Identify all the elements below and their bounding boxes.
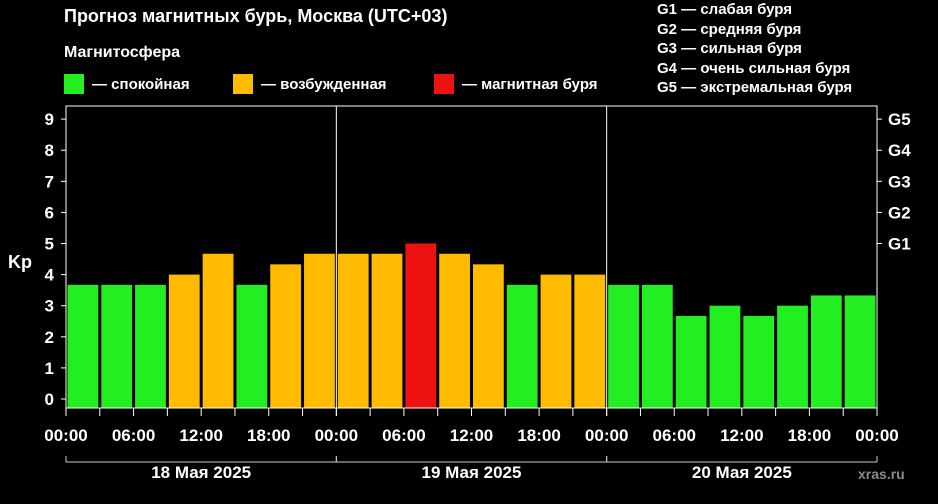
g-tick-label-4: G5 bbox=[888, 110, 911, 129]
x-tick-label-4: 00:00 bbox=[315, 426, 358, 445]
bar-22 bbox=[810, 295, 842, 408]
legend-swatch-quiet bbox=[64, 74, 84, 94]
x-tick-label-10: 12:00 bbox=[720, 426, 763, 445]
bar-23 bbox=[844, 295, 876, 408]
chart-title: Прогноз магнитных бурь, Москва (UTC+03) bbox=[64, 6, 448, 26]
bar-15 bbox=[574, 274, 606, 408]
bar-21 bbox=[777, 305, 808, 408]
x-tick-label-2: 12:00 bbox=[179, 426, 222, 445]
storm-scale-g1: G1 — слабая буря bbox=[657, 1, 793, 18]
legend-label-quiet: — спокойная bbox=[92, 75, 190, 93]
g-tick-label-0: G1 bbox=[888, 235, 911, 254]
x-tick-label-12: 00:00 bbox=[855, 426, 898, 445]
x-tick-label-5: 06:00 bbox=[382, 426, 425, 445]
day-label-2: 20 Мая 2025 bbox=[692, 463, 792, 482]
x-tick-label-8: 00:00 bbox=[585, 426, 628, 445]
bar-1 bbox=[101, 284, 133, 408]
g-tick-label-1: G2 bbox=[888, 203, 911, 222]
bar-6 bbox=[270, 264, 302, 408]
legend-swatch-storm bbox=[434, 74, 454, 94]
bar-12 bbox=[473, 264, 504, 408]
x-tick-label-7: 18:00 bbox=[517, 426, 560, 445]
bar-0 bbox=[67, 284, 99, 408]
x-tick-label-1: 06:00 bbox=[112, 426, 155, 445]
g-tick-label-2: G3 bbox=[888, 172, 911, 191]
y-tick-label-7: 7 bbox=[45, 172, 54, 191]
watermark: xras.ru bbox=[858, 466, 905, 482]
bar-5 bbox=[236, 284, 268, 408]
storm-scale-g4: G4 — очень сильная буря bbox=[657, 59, 851, 77]
storm-scale-g3: G3 — сильная буря bbox=[657, 40, 802, 57]
storm-scale-legend: G1 — слабая буря G2 — средняя буря G3 — … bbox=[657, 0, 852, 98]
legend-swatch-active bbox=[233, 74, 253, 94]
legend-label-active: — возбужденная bbox=[261, 75, 387, 93]
bar-20 bbox=[743, 315, 775, 408]
y-tick-label-5: 5 bbox=[45, 235, 54, 254]
storm-scale-g5: G5 — экстремальная буря bbox=[657, 79, 853, 96]
y-tick-label-8: 8 bbox=[45, 141, 54, 160]
day-label-1: 19 Мая 2025 bbox=[422, 463, 522, 482]
bar-17 bbox=[641, 284, 673, 408]
bar-14 bbox=[540, 274, 572, 408]
legend-item-quiet: — спокойная bbox=[64, 72, 190, 96]
y-tick-label-0: 0 bbox=[45, 390, 54, 409]
g-tick-label-3: G4 bbox=[888, 141, 911, 160]
bar-8 bbox=[337, 253, 369, 408]
y-tick-label-2: 2 bbox=[45, 328, 54, 347]
bar-13 bbox=[506, 284, 538, 408]
x-tick-label-3: 18:00 bbox=[247, 426, 290, 445]
y-tick-label-1: 1 bbox=[45, 359, 54, 378]
bar-2 bbox=[135, 284, 166, 408]
bar-9 bbox=[371, 253, 403, 408]
bar-19 bbox=[709, 305, 741, 408]
y-tick-label-9: 9 bbox=[45, 110, 54, 129]
bar-10 bbox=[405, 243, 437, 408]
bar-16 bbox=[608, 284, 639, 408]
legend-item-storm: — магнитная буря bbox=[434, 72, 598, 96]
bar-7 bbox=[304, 253, 335, 408]
magnetosphere-label: Магнитосфера bbox=[64, 44, 181, 61]
bar-18 bbox=[675, 315, 707, 408]
x-tick-label-9: 06:00 bbox=[653, 426, 696, 445]
x-tick-label-11: 18:00 bbox=[788, 426, 831, 445]
y-axis-label: Kp bbox=[8, 252, 32, 272]
day-label-0: 18 Мая 2025 bbox=[151, 463, 251, 482]
y-tick-label-4: 4 bbox=[45, 266, 55, 285]
x-tick-label-0: 00:00 bbox=[44, 426, 87, 445]
y-tick-label-6: 6 bbox=[45, 203, 54, 222]
bar-4 bbox=[202, 253, 234, 408]
x-tick-label-6: 12:00 bbox=[450, 426, 493, 445]
bar-3 bbox=[168, 274, 200, 408]
storm-scale-g2: G2 — средняя буря bbox=[657, 20, 802, 38]
bar-11 bbox=[439, 253, 470, 408]
legend-label-storm: — магнитная буря bbox=[462, 75, 598, 93]
legend-item-active: — возбужденная bbox=[233, 72, 387, 96]
y-tick-label-3: 3 bbox=[45, 297, 54, 316]
